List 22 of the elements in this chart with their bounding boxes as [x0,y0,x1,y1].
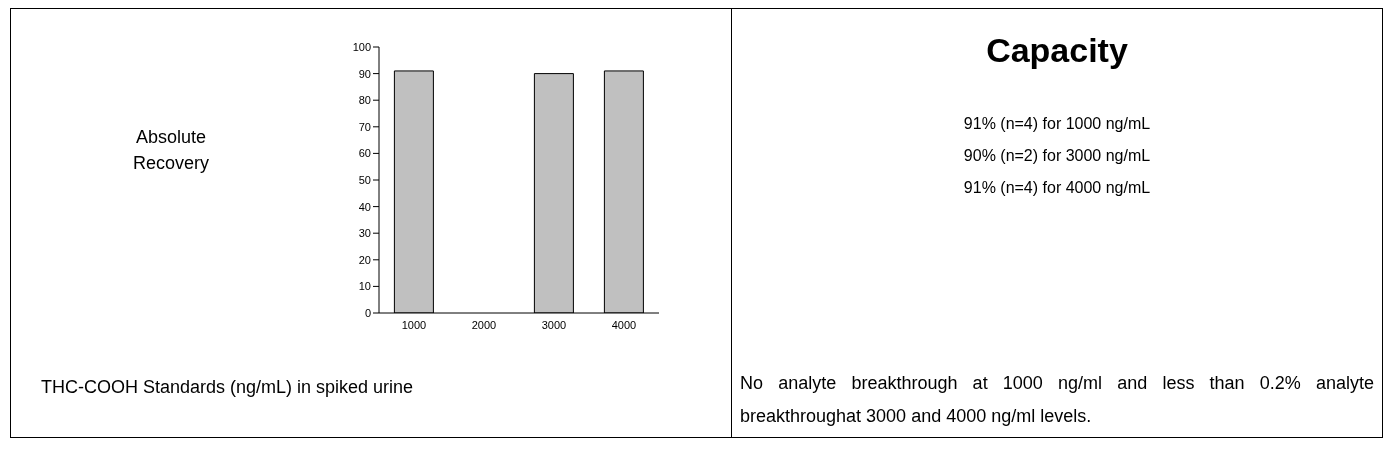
y-tick-label: 70 [358,120,371,133]
y-tick-label: 50 [358,173,371,186]
text: Capacity [985,31,1129,70]
y-tick-label: 90 [358,67,371,80]
y-tick-label: 100 [352,40,371,53]
y-tick-label: 10 [358,280,371,293]
x-tick-label: 2000 [471,318,497,331]
x-tick-label: 3000 [541,318,567,331]
y-tick-label: 30 [358,227,371,240]
y-axis-title: Absolute Recovery [132,126,210,175]
text: No analyte breakthrough at 1000 ng/ml and less than 0.2% analyte breakthroughat 3000 and 4000 ng/ml levels. [740,372,1374,428]
y-tick-label: 0 [364,306,371,319]
y-tick-label: 60 [358,147,371,160]
y-tick-label: 80 [358,94,371,107]
y-tick-label: 40 [358,200,371,213]
text: 91% (n=4) for 4000 ng/mL [962,178,1152,198]
text: 91% (n=4) for 1000 ng/mL [962,114,1152,134]
text: 90% (n=2) for 3000 ng/mL [962,146,1152,166]
x-tick-label: 4000 [611,318,637,331]
x-axis-title: THC-COOH Standards (ng/mL) in spiked urine [41,377,414,398]
x-tick-label: 1000 [401,318,427,331]
y-tick-label: 20 [358,253,371,266]
